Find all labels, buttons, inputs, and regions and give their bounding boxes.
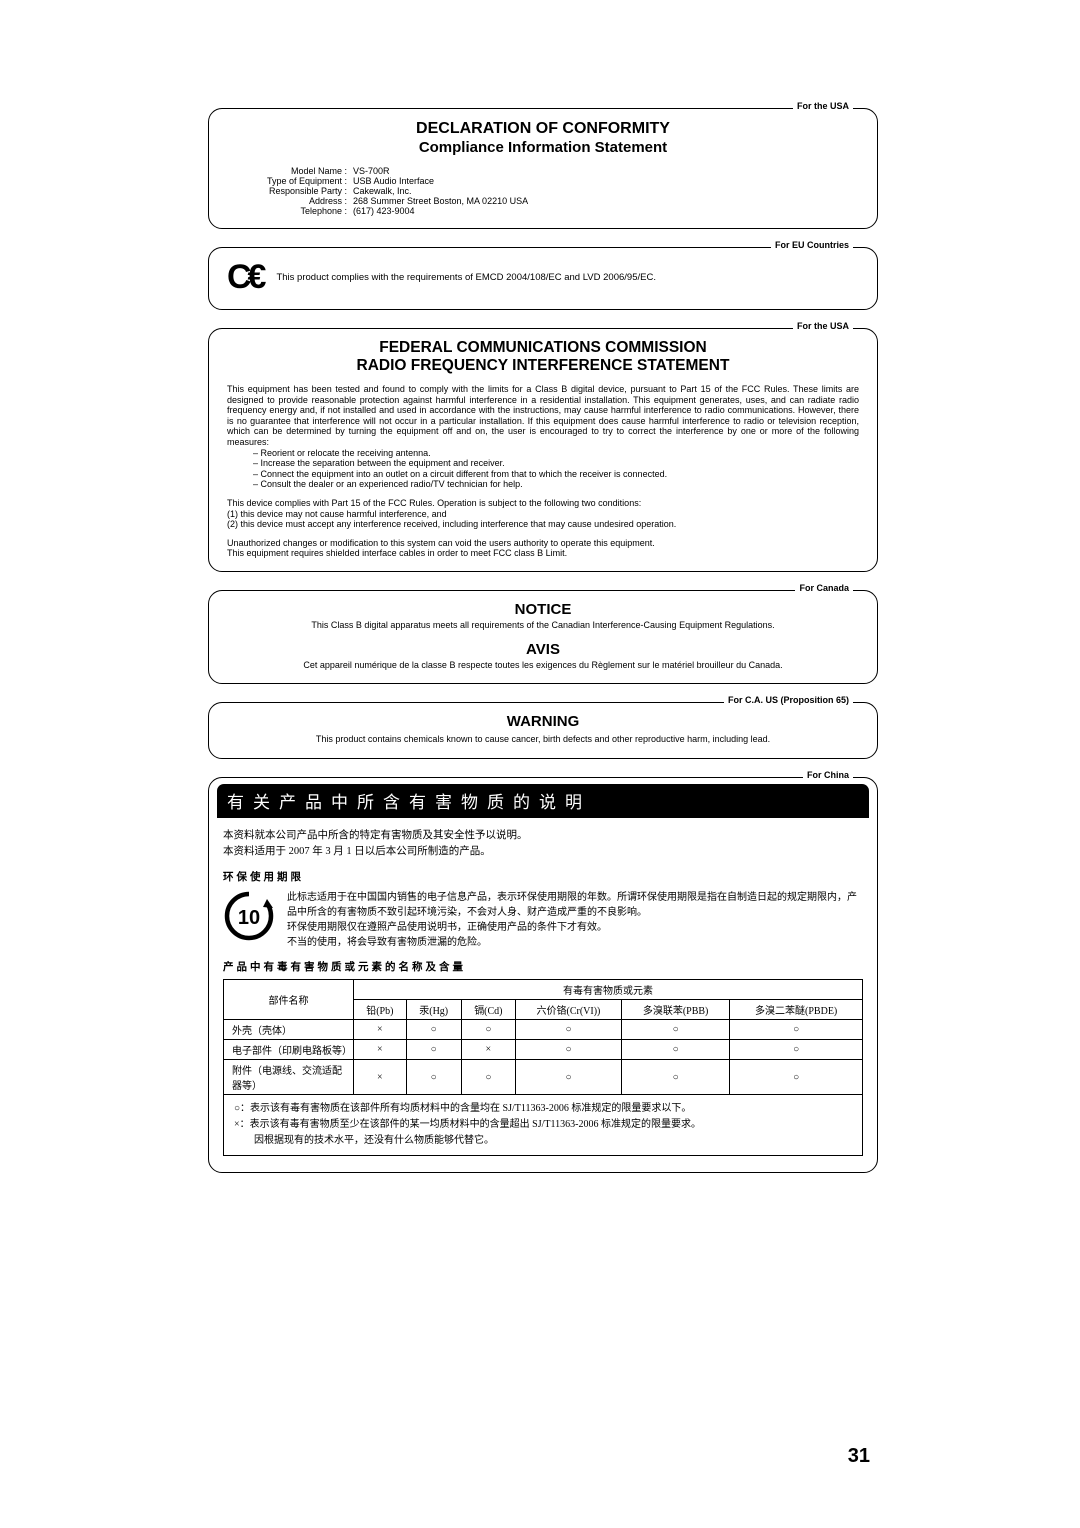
substance-table-heading: 产品中有毒有害物质或元素的名称及含量 xyxy=(223,960,863,976)
fcc-label: For the USA xyxy=(793,321,853,331)
page-content: For the USA DECLARATION OF CONFORMITY Co… xyxy=(208,108,878,1191)
table-row: 附件（电源线、交流适配器等） ×○○○○○ xyxy=(224,1060,863,1095)
fcc-box: For the USA FEDERAL COMMUNICATIONS COMMI… xyxy=(208,328,878,572)
efup-heading: 环保使用期限 xyxy=(223,870,863,886)
china-intro: 本资料就本公司产品中所含的特定有害物质及其安全性予以说明。 本资料适用于 200… xyxy=(223,828,863,860)
avis-text: Cet appareil numérique de la classe B re… xyxy=(227,660,859,671)
avis-heading: AVIS xyxy=(227,641,859,658)
ce-mark-icon: C€ xyxy=(227,258,262,297)
fcc-para2: This device complies with Part 15 of the… xyxy=(227,498,859,530)
eu-box: For EU Countries C€ This product complie… xyxy=(208,247,878,310)
fcc-para3: Unauthorized changes or modification to … xyxy=(227,538,859,559)
svg-text:10: 10 xyxy=(238,907,260,929)
warning-text: This product contains chemicals known to… xyxy=(227,734,859,745)
declaration-box: For the USA DECLARATION OF CONFORMITY Co… xyxy=(208,108,878,229)
warning-heading: WARNING xyxy=(227,713,859,730)
china-header: 有关产品中所含有害物质的说明 xyxy=(217,784,869,818)
declaration-label: For the USA xyxy=(793,101,853,111)
efup-section: 10 此标志适用于在中国国内销售的电子信息产品，表示环保使用期限的年数。所谓环保… xyxy=(223,890,863,950)
fcc-para1: This equipment has been tested and found… xyxy=(227,384,859,448)
declaration-title: DECLARATION OF CONFORMITY Compliance Inf… xyxy=(227,119,859,158)
canada-label: For Canada xyxy=(795,583,853,593)
prop65-box: For C.A. US (Proposition 65) WARNING Thi… xyxy=(208,702,878,760)
table-row: 电子部件（印刷电路板等） ×○×○○○ xyxy=(224,1040,863,1060)
table-row: 外壳（壳体） ×○○○○○ xyxy=(224,1020,863,1040)
efup-icon: 10 xyxy=(223,890,275,942)
eu-text: This product complies with the requireme… xyxy=(276,272,656,283)
china-box: For China 有关产品中所含有害物质的说明 本资料就本公司产品中所含的特定… xyxy=(208,777,878,1173)
canada-box: For Canada NOTICE This Class B digital a… xyxy=(208,590,878,684)
page-number: 31 xyxy=(848,1445,870,1468)
prop65-label: For C.A. US (Proposition 65) xyxy=(724,695,853,705)
notice-text: This Class B digital apparatus meets all… xyxy=(227,620,859,631)
notice-heading: NOTICE xyxy=(227,601,859,618)
china-label: For China xyxy=(803,770,853,780)
eu-label: For EU Countries xyxy=(771,240,853,250)
fcc-title: FEDERAL COMMUNICATIONS COMMISSION RADIO … xyxy=(227,339,859,376)
fcc-bullets: Reorient or relocate the receiving anten… xyxy=(253,448,859,490)
substance-table: 部件名称 有毒有害物质或元素 铅(Pb) 汞(Hg) 镉(Cd) 六价铬(Cr(… xyxy=(223,979,863,1156)
declaration-info: Model Name :VS-700R Type of Equipment :U… xyxy=(237,166,859,216)
